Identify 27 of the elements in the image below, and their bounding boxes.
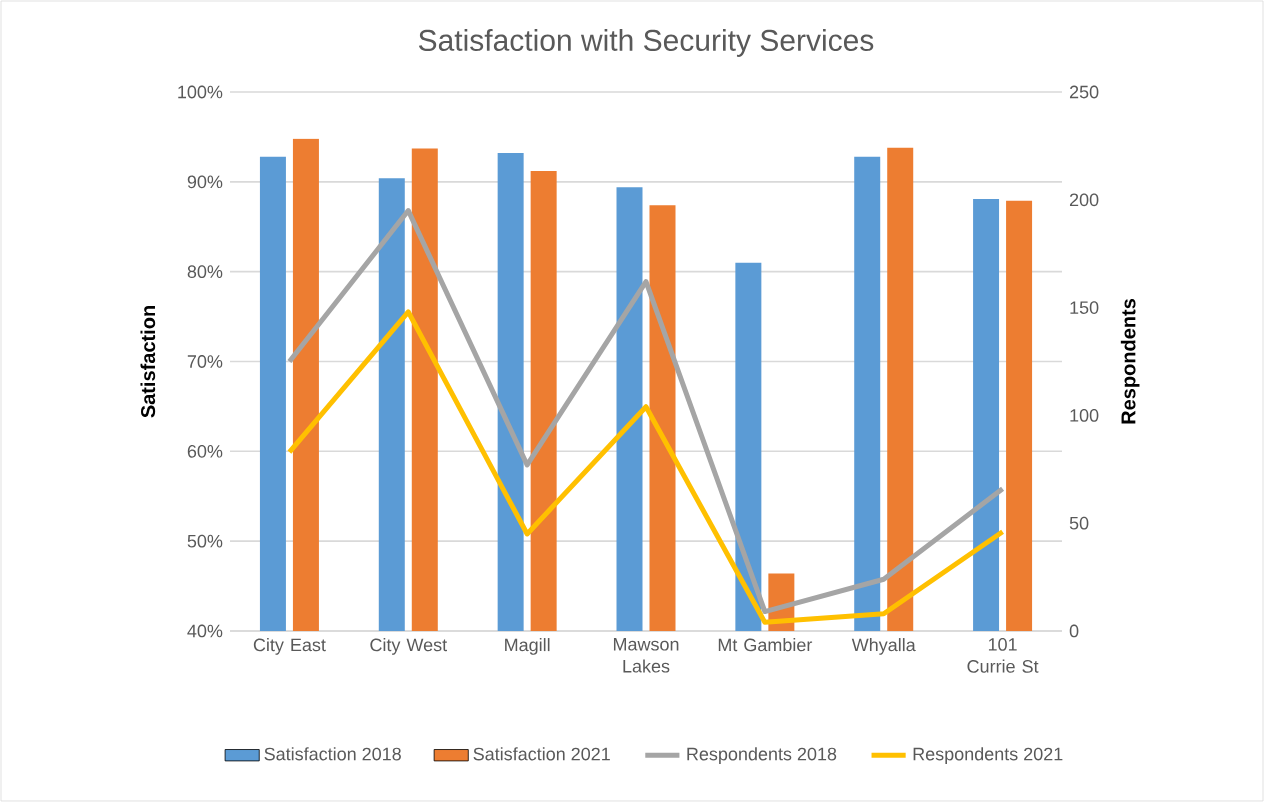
y-tick-label: 80% [187,265,223,279]
y2-tick-label: 100 [1070,409,1099,422]
legend-label: Respondents 2021 [913,747,1063,764]
y-axis-title: Satisfaction [140,306,156,418]
x-tick-label: City East [253,638,326,655]
y-tick-label: 50% [187,534,223,548]
y-tick-label: 100% [178,85,223,99]
x-tick-label: Mt Gambier [718,638,813,652]
x-tick-label: Whyalla [851,638,916,655]
y2-axis-title: Respondents [1120,298,1140,424]
x-tick-label: City West [370,638,447,655]
x-tick-label: Magill [505,638,550,655]
y-tick-label: 70% [187,355,223,368]
y2-tick-label: 150 [1070,301,1099,314]
y2-tick-label: 0 [1069,624,1079,638]
legend-label: Satisfaction 2018 [264,747,401,761]
y-tick-label: 90% [187,175,223,189]
y2-tick-label: 200 [1069,193,1099,207]
y-tick-label: 40% [187,624,223,638]
x-tick-label: 101 Currie St [967,638,1039,673]
y2-tick-label: 50 [1069,516,1089,530]
y2-tick-label: 250 [1069,85,1099,99]
chart-title: Satisfaction with Security Services [418,28,874,57]
x-tick-label: Mawson Lakes [613,638,679,673]
legend-label: Satisfaction 2021 [473,747,610,761]
y-tick-label: 60% [187,444,223,458]
legend-label: Respondents 2018 [687,747,837,764]
